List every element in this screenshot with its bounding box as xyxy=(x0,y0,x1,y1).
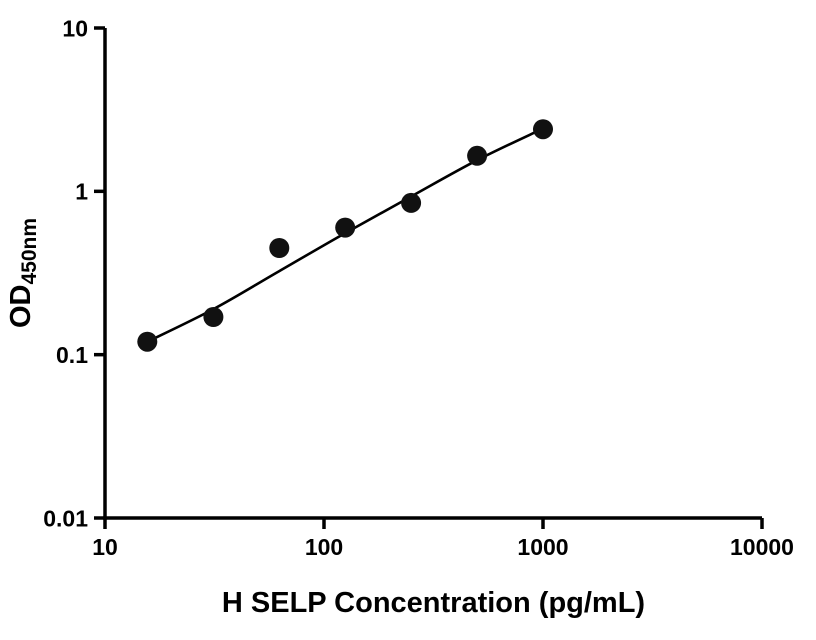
y-axis-tick-label: 1 xyxy=(75,179,88,205)
data-point xyxy=(401,192,422,213)
x-axis-tick-label: 100 xyxy=(305,534,343,560)
data-point xyxy=(335,217,356,238)
data-point xyxy=(137,331,158,352)
x-axis-tick-label: 1000 xyxy=(517,534,568,560)
y-axis-tick-label: 10 xyxy=(62,15,88,41)
data-point xyxy=(203,307,224,327)
y-axis-tick-label: 0.1 xyxy=(56,342,88,368)
data-point xyxy=(467,145,488,166)
y-axis-title: OD450nm xyxy=(5,218,41,328)
x-axis-tick-label: 10 xyxy=(92,534,118,560)
y-axis-tick-label: 0.01 xyxy=(43,505,88,531)
data-point xyxy=(533,119,553,140)
data-point xyxy=(269,238,290,258)
x-axis-title: H SELP Concentration (pg/mL) xyxy=(222,587,645,619)
x-axis-tick-label: 10000 xyxy=(730,534,794,560)
